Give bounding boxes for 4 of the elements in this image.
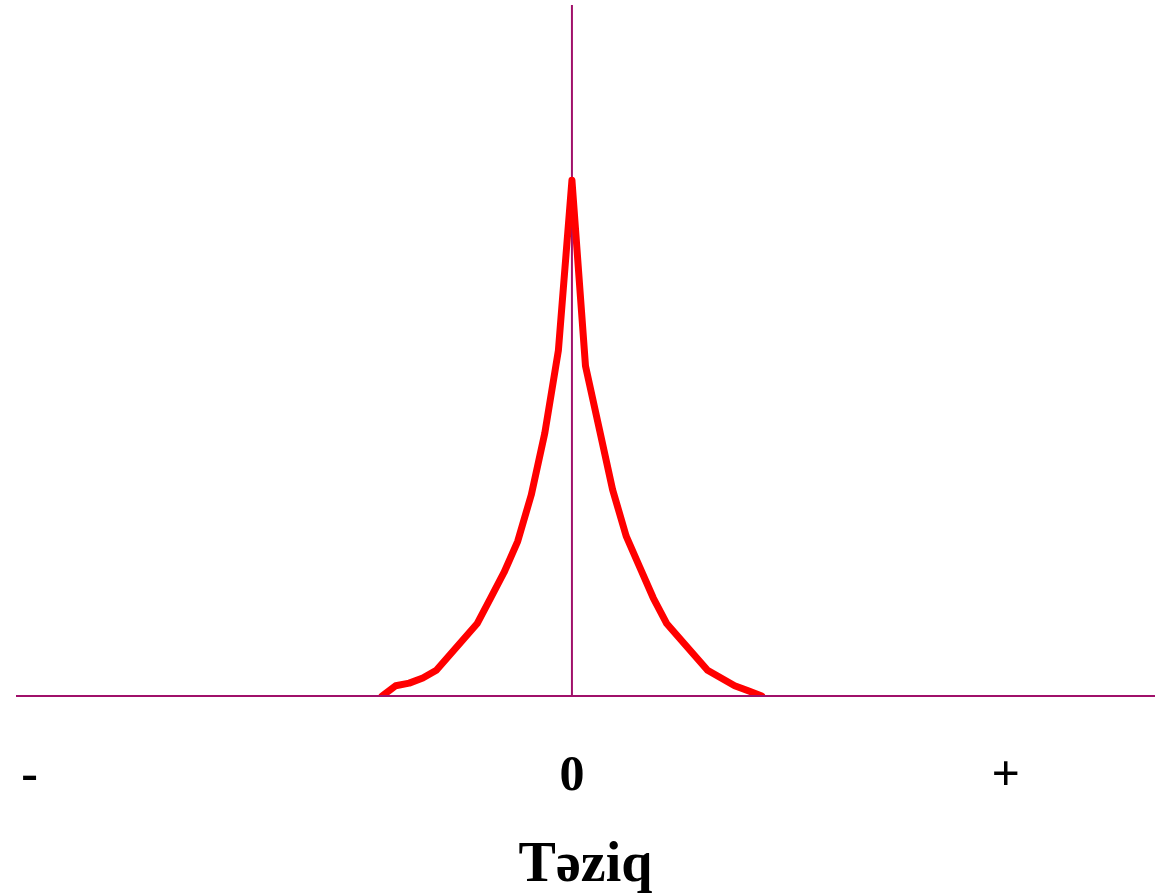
x-tick-label: - xyxy=(21,744,38,801)
x-tick-label: + xyxy=(991,744,1021,801)
x-tick-label: 0 xyxy=(559,744,585,801)
x-axis-title: Təziq xyxy=(518,831,653,893)
